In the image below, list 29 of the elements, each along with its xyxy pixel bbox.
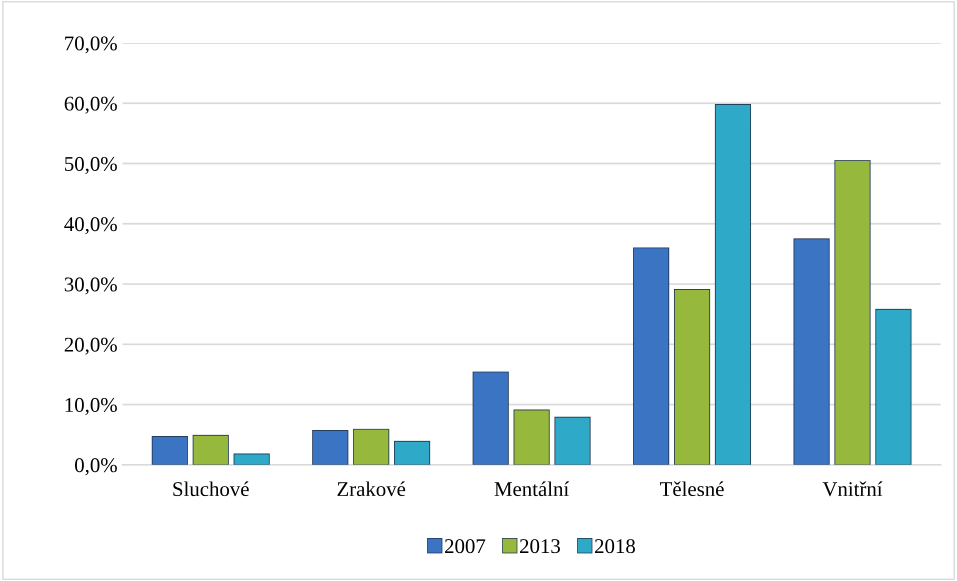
x-tick-label: Zrakové	[337, 481, 406, 496]
y-tick-label: 60,0%	[64, 96, 117, 114]
bar	[234, 454, 270, 465]
bar	[875, 308, 912, 465]
y-tick-label: 70,0%	[65, 36, 117, 54]
x-tick-label: Tělesné	[660, 481, 724, 496]
bar	[192, 434, 229, 465]
legend-label: 2007	[445, 539, 486, 554]
bar	[714, 104, 752, 465]
x-tick-label: Vnitřní	[822, 481, 882, 496]
bar	[514, 410, 550, 465]
y-tick-label: 30,0%	[64, 277, 117, 294]
x-tick-label: Mentální	[494, 481, 569, 496]
y-tick-label: 20,0%	[64, 338, 117, 355]
legend-label: 2013	[520, 539, 560, 554]
bar	[554, 416, 591, 465]
bar	[152, 436, 188, 465]
legend-label: 2018	[595, 539, 635, 554]
bar	[674, 289, 710, 465]
y-tick-label: 10,0%	[66, 398, 117, 415]
bar	[394, 440, 430, 465]
y-tick-label: 50,0%	[65, 156, 117, 174]
x-tick-label: Sluchové	[173, 481, 249, 496]
bar	[353, 428, 390, 465]
y-tick-label: 0,0%	[75, 458, 117, 476]
bar	[472, 372, 509, 465]
y-tick-label: 40,0%	[64, 217, 117, 234]
bar	[633, 247, 670, 465]
bar	[312, 430, 348, 465]
